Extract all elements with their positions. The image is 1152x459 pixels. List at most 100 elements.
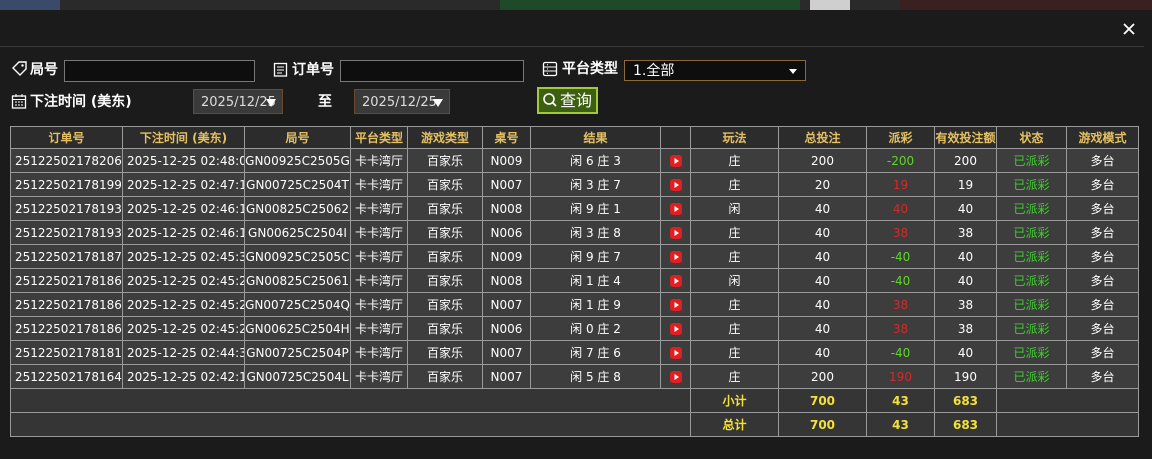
order-icon bbox=[273, 62, 288, 77]
table-cell: 多台 bbox=[1066, 148, 1139, 173]
table-cell: 251225021781994 bbox=[10, 172, 123, 197]
replay-icon[interactable] bbox=[669, 299, 682, 311]
table-cell: 38 bbox=[934, 292, 997, 317]
order-input[interactable] bbox=[340, 60, 524, 82]
table-cell: N006 bbox=[482, 316, 531, 341]
replay-icon[interactable] bbox=[669, 203, 682, 215]
table-cell: 卡卡湾厅 bbox=[350, 220, 408, 245]
table-cell: 闲 0 庄 2 bbox=[530, 316, 661, 341]
table-cell: 多台 bbox=[1066, 316, 1139, 341]
table-cell: 251225021781875 bbox=[10, 244, 123, 269]
table-cell: 闲 bbox=[690, 268, 779, 293]
background-graphic bbox=[0, 0, 60, 10]
column-header: 平台类型 bbox=[350, 126, 408, 149]
table-cell: -40 bbox=[866, 268, 935, 293]
column-header: 订单号 bbox=[10, 126, 123, 149]
table-cell: 19 bbox=[866, 172, 935, 197]
table-cell: 20 bbox=[778, 172, 867, 197]
platform-select[interactable]: 1.全部 bbox=[624, 60, 806, 81]
table-cell: 闲 6 庄 3 bbox=[530, 148, 661, 173]
column-header: 总投注 bbox=[778, 126, 867, 149]
table-cell: 已派彩 bbox=[996, 292, 1067, 317]
table-cell: 2025-12-25 02:48:09 bbox=[122, 148, 245, 173]
table-cell: 多台 bbox=[1066, 268, 1139, 293]
video-cell bbox=[660, 196, 691, 221]
table-cell: 200 bbox=[934, 148, 997, 173]
column-header: 游戏模式 bbox=[1066, 126, 1139, 149]
table-cell: 百家乐 bbox=[407, 148, 483, 173]
summary-payout: 43 bbox=[866, 388, 935, 413]
table-cell: 251225021781862 bbox=[10, 292, 123, 317]
video-cell bbox=[660, 292, 691, 317]
table-cell: 百家乐 bbox=[407, 196, 483, 221]
table-cell: GN00725C2504L bbox=[244, 364, 351, 389]
column-header: 桌号 bbox=[482, 126, 531, 149]
close-button[interactable] bbox=[1122, 22, 1136, 36]
video-cell bbox=[660, 172, 691, 197]
table-cell: 闲 3 庄 7 bbox=[530, 172, 661, 197]
table-cell: 已派彩 bbox=[996, 196, 1067, 221]
table-cell: 38 bbox=[934, 220, 997, 245]
table-cell: 2025-12-25 02:42:13 bbox=[122, 364, 245, 389]
table-cell: N009 bbox=[482, 148, 531, 173]
replay-icon[interactable] bbox=[669, 179, 682, 191]
table-cell: 251225021781932 bbox=[10, 220, 123, 245]
table-cell: 40 bbox=[866, 196, 935, 221]
table-cell: 多台 bbox=[1066, 292, 1139, 317]
table-cell: -40 bbox=[866, 244, 935, 269]
divider bbox=[0, 46, 1144, 47]
calendar-icon bbox=[11, 94, 27, 109]
table-cell: 2025-12-25 02:45:32 bbox=[122, 244, 245, 269]
date-from[interactable]: 2025/12/25 bbox=[193, 89, 283, 114]
table-cell: 251225021781867 bbox=[10, 268, 123, 293]
round-input[interactable] bbox=[64, 60, 255, 82]
data-row: 251225021781932 2025-12-25 02:46:14 GN0062… bbox=[10, 220, 1139, 245]
table-cell: 251225021781936 bbox=[10, 196, 123, 221]
replay-icon[interactable] bbox=[669, 251, 682, 263]
replay-icon[interactable] bbox=[669, 371, 682, 383]
table-cell: 多台 bbox=[1066, 196, 1139, 221]
data-row: 251225021781875 2025-12-25 02:45:32 GN0092… bbox=[10, 244, 1139, 269]
table-cell: 2025-12-25 02:47:13 bbox=[122, 172, 245, 197]
round-label: 局号 bbox=[30, 62, 58, 78]
column-header bbox=[660, 126, 691, 149]
summary-row: 小计 700 43 683 bbox=[10, 388, 1139, 413]
table-cell: N009 bbox=[482, 244, 531, 269]
table-cell: 卡卡湾厅 bbox=[350, 292, 408, 317]
table-cell: 251225021781644 bbox=[10, 364, 123, 389]
replay-icon[interactable] bbox=[669, 323, 682, 335]
table-cell: 闲 bbox=[690, 196, 779, 221]
data-row: 251225021781936 2025-12-25 02:46:16 GN0082… bbox=[10, 196, 1139, 221]
table-cell: -200 bbox=[866, 148, 935, 173]
table-cell: 190 bbox=[934, 364, 997, 389]
tag-icon bbox=[12, 61, 27, 76]
table-cell: N006 bbox=[482, 220, 531, 245]
replay-icon[interactable] bbox=[669, 347, 682, 359]
summary-label: 总计 bbox=[690, 412, 779, 437]
table-cell: 40 bbox=[778, 220, 867, 245]
table-cell: GN00725C2504Q bbox=[244, 292, 351, 317]
search-button[interactable]: 查询 bbox=[537, 87, 598, 114]
table-cell: 闲 5 庄 8 bbox=[530, 364, 661, 389]
table-cell: 多台 bbox=[1066, 172, 1139, 197]
replay-icon[interactable] bbox=[669, 227, 682, 239]
header-row: 订单号 下注时间 (美东) 局号 平台类型 游戏类型 桌号 结果 玩法 总投注 派彩 有效投注额 状态… bbox=[10, 126, 1139, 149]
replay-icon[interactable] bbox=[669, 275, 682, 287]
table-cell: GN00625C2504H bbox=[244, 316, 351, 341]
table-cell: 已派彩 bbox=[996, 340, 1067, 365]
summary-payout: 43 bbox=[866, 412, 935, 437]
table-cell: GN00925C2505C bbox=[244, 244, 351, 269]
summary-label: 小计 bbox=[690, 388, 779, 413]
table-cell: 251225021781817 bbox=[10, 340, 123, 365]
table-cell: 卡卡湾厅 bbox=[350, 172, 408, 197]
data-row: 251225021782064 2025-12-25 02:48:09 GN0092… bbox=[10, 148, 1139, 173]
table-cell: 百家乐 bbox=[407, 316, 483, 341]
data-row: 251225021781867 2025-12-25 02:45:27 GN0082… bbox=[10, 268, 1139, 293]
table-cell: 38 bbox=[866, 292, 935, 317]
table-cell: 卡卡湾厅 bbox=[350, 340, 408, 365]
table-cell: GN00625C2504I bbox=[244, 220, 351, 245]
video-cell bbox=[660, 268, 691, 293]
replay-icon[interactable] bbox=[669, 155, 682, 167]
table-cell: 200 bbox=[778, 364, 867, 389]
date-to[interactable]: 2025/12/25 bbox=[354, 89, 450, 114]
